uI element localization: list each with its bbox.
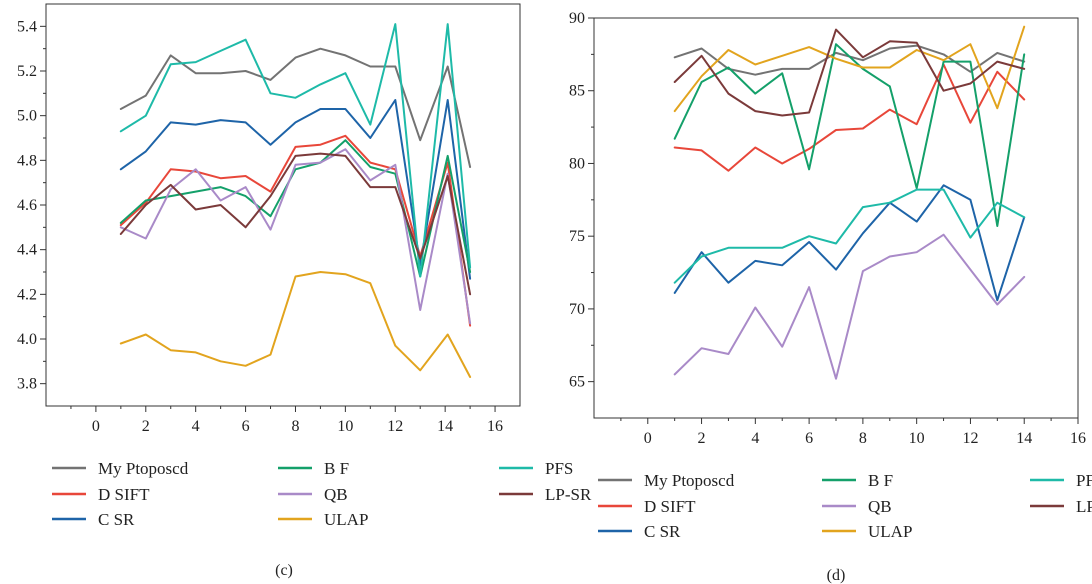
legend-label: C SR bbox=[98, 510, 135, 529]
legend-item: PFS bbox=[499, 459, 573, 478]
y-tick-label: 70 bbox=[569, 301, 585, 318]
series-line-lp-sr bbox=[673, 28, 1026, 117]
y-tick-label: 4.8 bbox=[17, 152, 37, 169]
legend-label: My Ptoposcd bbox=[98, 459, 189, 478]
x-tick-label: 12 bbox=[962, 430, 978, 447]
x-tick-label: 8 bbox=[859, 430, 867, 447]
legend-item: B F bbox=[822, 471, 893, 490]
legend-label: D SIFT bbox=[644, 497, 696, 516]
x-tick-label: 4 bbox=[192, 418, 200, 435]
legend-label: ULAP bbox=[324, 510, 368, 529]
x-tick-label: 0 bbox=[92, 418, 100, 435]
y-tick-label: 5.2 bbox=[17, 63, 37, 80]
y-tick-label: 80 bbox=[569, 155, 585, 172]
x-tick-label: 0 bbox=[644, 430, 652, 447]
legend-label: D SIFT bbox=[98, 485, 150, 504]
series-line-pfs bbox=[119, 23, 472, 278]
y-tick-label: 4.6 bbox=[17, 197, 37, 214]
y-tick-label: 4.2 bbox=[17, 286, 37, 303]
x-tick-label: 6 bbox=[805, 430, 813, 447]
series-line-d-sift bbox=[673, 63, 1026, 172]
y-tick-label: 5.4 bbox=[17, 18, 37, 35]
legend-item: ULAP bbox=[278, 510, 368, 529]
chart-panel-d: 65 70 75 80 85 90 0 2 4 6 8 10 12 14 16 My Ptoposcd D SI… bbox=[569, 10, 1092, 584]
y-tick-label: 85 bbox=[569, 83, 585, 100]
x-tick-label: 10 bbox=[337, 418, 353, 435]
legend-label: PFS bbox=[1076, 471, 1092, 490]
plot-frame bbox=[45, 3, 521, 407]
legend-item: C SR bbox=[52, 510, 135, 529]
legend-label: PFS bbox=[545, 459, 573, 478]
x-tick-label: 16 bbox=[487, 418, 503, 435]
x-tick-label: 2 bbox=[142, 418, 150, 435]
x-tick-label: 2 bbox=[698, 430, 706, 447]
y-tick-label: 3.8 bbox=[17, 376, 37, 393]
legend-item: QB bbox=[278, 485, 348, 504]
series-line-my-ptoposcd bbox=[119, 47, 472, 168]
legend-item: ULAP bbox=[822, 522, 912, 541]
legend-item: My Ptoposcd bbox=[598, 471, 735, 490]
y-tick-label: 5.0 bbox=[17, 108, 37, 125]
legend-item: LP-SR bbox=[499, 485, 592, 504]
legend-label: B F bbox=[324, 459, 349, 478]
legend-item: QB bbox=[822, 497, 892, 516]
series-line-lp-sr bbox=[119, 152, 472, 296]
y-tick-label: 65 bbox=[569, 374, 585, 391]
legend-item: D SIFT bbox=[52, 485, 150, 504]
legend-item: D SIFT bbox=[598, 497, 696, 516]
x-tick-label: 4 bbox=[751, 430, 759, 447]
series-line-qb bbox=[673, 233, 1026, 380]
x-tick-label: 6 bbox=[242, 418, 250, 435]
legend-label: QB bbox=[868, 497, 892, 516]
legend-item: PFS bbox=[1030, 471, 1092, 490]
chart-panel-c: 3.8 4.0 4.2 4.4 4.6 4.8 5.0 5.2 5.4 0 2 4 6 8 10 12 14 16… bbox=[17, 3, 592, 579]
series-line-b-f bbox=[673, 43, 1026, 227]
legend-label: LP-SR bbox=[1076, 497, 1092, 516]
legend-item: B F bbox=[278, 459, 349, 478]
panel-label: (c) bbox=[275, 562, 293, 579]
series-line-pfs bbox=[673, 188, 1026, 284]
legend-label: QB bbox=[324, 485, 348, 504]
legend-item: LP-SR bbox=[1030, 497, 1092, 516]
x-tick-label: 10 bbox=[909, 430, 925, 447]
x-tick-label: 8 bbox=[291, 418, 299, 435]
plot-frame bbox=[593, 17, 1079, 419]
y-tick-label: 75 bbox=[569, 228, 585, 245]
series-line-c-sr bbox=[119, 99, 472, 280]
x-tick-label: 16 bbox=[1070, 430, 1086, 447]
series-line-b-f bbox=[119, 139, 472, 278]
series-line-ulap bbox=[119, 271, 472, 378]
legend-item: My Ptoposcd bbox=[52, 459, 189, 478]
y-tick-label: 4.4 bbox=[17, 242, 37, 259]
x-tick-label: 12 bbox=[387, 418, 403, 435]
series-line-d-sift bbox=[119, 134, 472, 327]
y-tick-label: 4.0 bbox=[17, 331, 37, 348]
series-line-c-sr bbox=[673, 184, 1026, 302]
series-line-qb bbox=[119, 148, 472, 325]
legend-label: B F bbox=[868, 471, 893, 490]
x-tick-label: 14 bbox=[437, 418, 453, 435]
legend-item: C SR bbox=[598, 522, 681, 541]
legend-label: My Ptoposcd bbox=[644, 471, 735, 490]
series-line-ulap bbox=[673, 25, 1026, 113]
panel-label: (d) bbox=[827, 567, 846, 584]
legend-label: ULAP bbox=[868, 522, 912, 541]
legend-label: LP-SR bbox=[545, 485, 592, 504]
x-tick-label: 14 bbox=[1016, 430, 1032, 447]
legend-label: C SR bbox=[644, 522, 681, 541]
y-tick-label: 90 bbox=[569, 10, 585, 27]
